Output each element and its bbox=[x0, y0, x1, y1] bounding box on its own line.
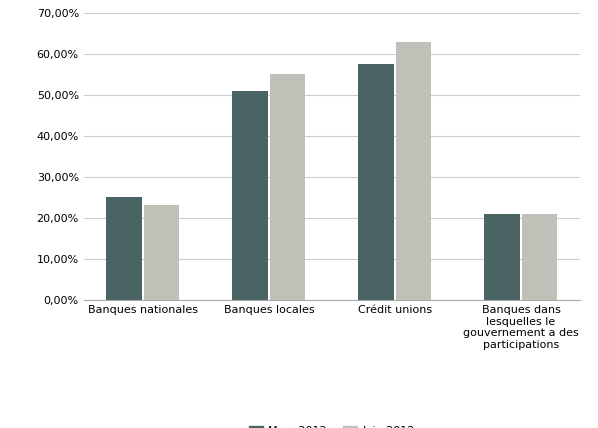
Bar bbox=[358, 64, 393, 300]
Bar bbox=[484, 214, 520, 300]
Bar bbox=[232, 91, 268, 300]
Bar bbox=[270, 74, 306, 300]
Legend: Mars 2012, Juin 2012: Mars 2012, Juin 2012 bbox=[249, 425, 414, 428]
Bar bbox=[144, 205, 179, 300]
Bar bbox=[106, 197, 142, 300]
Bar bbox=[396, 42, 432, 300]
Bar bbox=[522, 214, 557, 300]
